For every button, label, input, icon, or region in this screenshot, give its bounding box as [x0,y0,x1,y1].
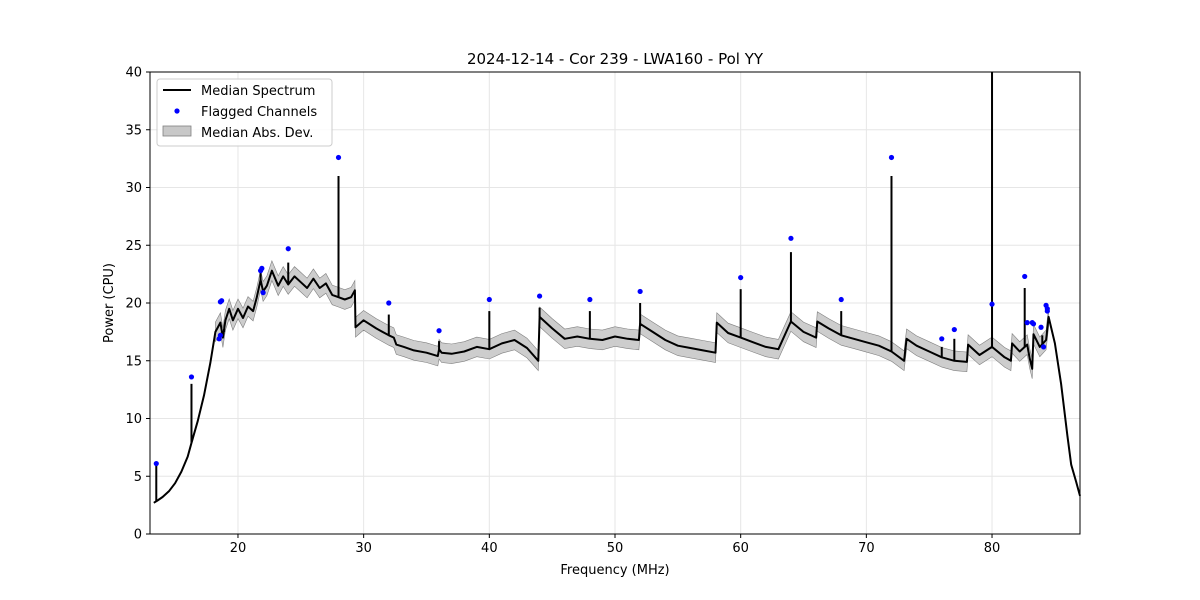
y-axis-label: Power (CPU) [102,263,117,343]
x-tick-label: 30 [355,541,372,556]
axis-ticks: 20 30 40 50 60 70 80 0 5 10 15 20 25 30 35 40 [125,66,1000,557]
flagged-channel-point [536,293,543,299]
y-tick-label: 35 [125,123,142,138]
x-tick-label: 50 [607,541,624,556]
flagged-channel-point [436,328,442,334]
flagged-channel-point [951,326,957,333]
flagged-channel-point [637,288,643,295]
y-tick-label: 40 [125,66,142,81]
median-spectrum-line [153,269,1081,504]
flagged-channel-point [838,296,844,303]
chart-title: 2024-12-14 - Cor 239 - LWA160 - Pol YY [467,50,764,68]
flagged-channel-point [1044,308,1050,314]
flagged-channel-point [1022,273,1028,280]
flagged-channel-point [788,235,794,241]
spike-lines [155,72,1044,502]
legend-flagged-label: Flagged Channels [201,105,317,120]
flagged-channel-point [285,246,291,252]
median-spectrum-line-group [153,269,1081,504]
flagged-channel-point [260,290,266,296]
y-tick-label: 20 [125,297,142,312]
flagged-channel-point [587,296,593,303]
y-tick-label: 25 [125,239,142,254]
flagged-channel-point [335,154,342,161]
flagged-channel-point [219,298,225,304]
flagged-channel-point [1024,320,1030,326]
x-tick-label: 80 [984,541,1001,556]
flagged-channel-point [939,336,945,342]
flagged-channel-point [153,460,159,467]
legend-mad-swatch [162,125,192,137]
y-tick-label: 30 [125,181,142,196]
flagged-channel-points [153,154,1050,467]
y-tick-label: 5 [134,470,142,485]
flagged-channel-point [1030,321,1037,327]
mad-band-area [215,259,1049,379]
flagged-channel-point [989,301,995,307]
x-tick-label: 70 [858,541,875,556]
legend-box [156,78,333,147]
x-axis-label: Frequency (MHz) [560,563,669,578]
flagged-channel-point [1038,324,1044,330]
flagged-channel-point [386,300,392,306]
flagged-channel-point [188,374,195,380]
y-tick-label: 0 [134,528,142,543]
legend-flagged-swatch [174,108,180,114]
y-tick-label: 10 [125,412,142,427]
flagged-channel-point [888,154,895,161]
flagged-channel-point [217,332,223,338]
flagged-channel-point [486,296,492,303]
median-abs-dev-band [215,259,1049,379]
flagged-channel-point [1040,344,1047,350]
legend: Median Spectrum Flagged Channels Median … [156,78,333,147]
flagged-channel-point [738,274,744,281]
legend-mad-label: Median Abs. Dev. [201,126,313,141]
legend-median-label: Median Spectrum [201,84,315,99]
y-tick-label: 15 [125,354,142,369]
x-tick-label: 60 [732,541,749,556]
x-tick-label: 40 [481,541,498,556]
flagged-channel-point [259,265,265,271]
x-tick-label: 20 [230,541,247,556]
